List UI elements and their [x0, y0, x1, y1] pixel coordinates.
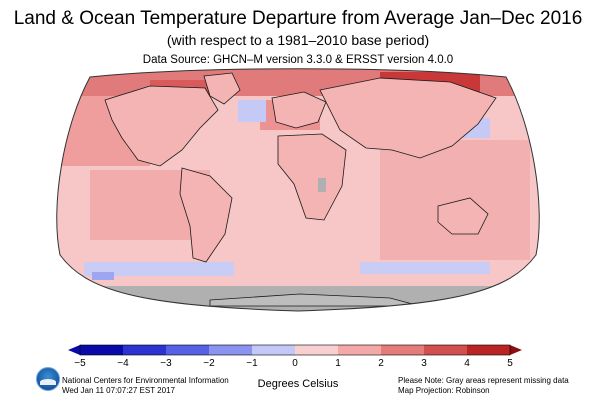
asia — [319, 77, 497, 159]
legend-tick-label: −1 — [246, 358, 258, 369]
greenland — [203, 72, 241, 105]
legend-arrow-low — [68, 345, 80, 355]
legend-tick-label: −4 — [117, 358, 129, 369]
map-border — [56, 68, 540, 312]
legend-tick-label: −2 — [203, 358, 215, 369]
footer-organization: National Centers for Environmental Infor… — [62, 376, 229, 396]
missing-data-note: Please Note: Gray areas represent missin… — [398, 376, 569, 385]
projection-note: Map Projection: Robinson — [398, 386, 490, 395]
org-name: National Centers for Environmental Infor… — [62, 376, 229, 385]
map-subtitle: (with respect to a 1981–2010 base period… — [166, 32, 430, 48]
legend-tick-label: −5 — [74, 358, 86, 369]
legend-swatch — [80, 345, 123, 355]
color-scale-legend: −5 −4 −3 −2 −1 0 1 2 3 4 5 — [68, 344, 522, 369]
continents — [104, 72, 497, 263]
legend-swatch — [424, 345, 467, 355]
footer-notes: Please Note: Gray areas represent missin… — [398, 376, 569, 396]
legend-swatch — [166, 345, 209, 355]
legend-tick-label: 4 — [464, 358, 470, 369]
generated-timestamp: Wed Jan 11 07:07:27 EST 2017 — [62, 386, 175, 395]
legend-tick-label: 3 — [421, 358, 427, 369]
map-fill — [56, 68, 540, 311]
legend-swatch — [252, 345, 295, 355]
australia — [437, 197, 489, 235]
antarctica — [209, 293, 421, 307]
data-source: Data Source: GHCN–M version 3.3.0 & ERSS… — [142, 54, 454, 66]
missing-data-africa — [318, 178, 326, 192]
legend-tick-label: 0 — [292, 358, 298, 369]
north-america — [104, 85, 219, 167]
legend-swatch — [209, 345, 252, 355]
legend-tick-label: −3 — [160, 358, 172, 369]
legend-swatch — [123, 345, 166, 355]
temperature-anomaly-map — [56, 68, 540, 312]
units-label: Degrees Celsius — [257, 378, 339, 390]
europe — [271, 91, 327, 129]
legend-tick-label: 5 — [507, 358, 513, 369]
legend-tick-label: 1 — [335, 358, 341, 369]
legend-swatch — [338, 345, 381, 355]
legend-frame — [79, 344, 511, 356]
map-title: Land & Ocean Temperature Departure from … — [13, 8, 583, 29]
africa — [277, 133, 347, 221]
south-america — [179, 167, 233, 263]
legend-swatch — [467, 345, 510, 355]
noaa-logo — [36, 367, 60, 391]
legend-arrow-high — [510, 345, 522, 355]
legend-swatch — [295, 345, 338, 355]
legend-swatch — [381, 345, 424, 355]
legend-tick-label: 2 — [378, 358, 384, 369]
